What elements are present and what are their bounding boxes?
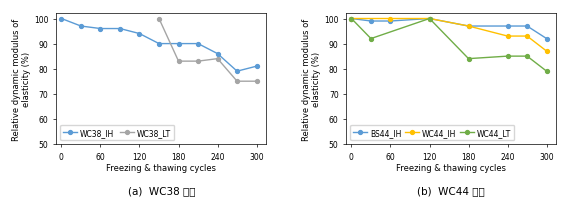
Line: WC44_LT: WC44_LT	[350, 18, 549, 74]
X-axis label: Freezing & thawing cycles: Freezing & thawing cycles	[396, 164, 506, 172]
WC44_LT	[524, 56, 531, 58]
WC38_IH	[78, 26, 84, 28]
BS44_IH	[504, 26, 511, 28]
Legend: WC38_IH, WC38_LT: WC38_IH, WC38_LT	[60, 125, 174, 140]
WC38_IH	[175, 43, 182, 46]
WC38_LT	[156, 18, 162, 21]
WC38_LT	[175, 61, 182, 63]
BS44_IH	[465, 26, 472, 28]
WC38_LT	[214, 58, 221, 61]
WC44_IH	[465, 26, 472, 28]
WC38_LT	[194, 61, 201, 63]
WC44_LT	[465, 58, 472, 61]
X-axis label: Freezing & thawing cycles: Freezing & thawing cycles	[106, 164, 216, 172]
WC38_IH	[136, 33, 143, 36]
WC44_IH	[504, 36, 511, 38]
WC44_LT	[368, 38, 374, 41]
BS44_IH	[387, 21, 394, 23]
WC44_LT	[426, 18, 433, 21]
WC44_IH	[426, 18, 433, 21]
Text: (a)  WC38 배합: (a) WC38 배합	[128, 186, 195, 196]
BS44_IH	[368, 21, 374, 23]
Line: WC38_LT: WC38_LT	[157, 18, 259, 84]
Line: BS44_IH: BS44_IH	[350, 18, 549, 41]
WC44_IH	[387, 18, 394, 21]
WC44_IH	[524, 36, 531, 38]
WC38_IH	[156, 43, 162, 46]
WC44_LT	[504, 56, 511, 58]
BS44_IH	[543, 38, 550, 41]
BS44_IH	[426, 18, 433, 21]
Line: WC44_IH: WC44_IH	[350, 18, 549, 54]
WC44_IH	[348, 18, 355, 21]
WC38_LT	[234, 81, 241, 83]
WC38_LT	[253, 81, 260, 83]
WC38_IH	[234, 71, 241, 73]
WC44_LT	[348, 18, 355, 21]
WC38_IH	[116, 28, 123, 31]
WC38_IH	[58, 18, 65, 21]
WC38_IH	[194, 43, 201, 46]
BS44_IH	[348, 18, 355, 21]
Legend: BS44_IH, WC44_IH, WC44_LT: BS44_IH, WC44_IH, WC44_LT	[350, 125, 514, 140]
WC38_IH	[97, 28, 104, 31]
WC38_IH	[253, 66, 260, 68]
BS44_IH	[524, 26, 531, 28]
Y-axis label: Relative dynamic modulus of
elasticity (%): Relative dynamic modulus of elasticity (…	[302, 19, 321, 140]
Text: (b)  WC44 배합: (b) WC44 배합	[418, 186, 485, 196]
WC44_LT	[543, 71, 550, 73]
Line: WC38_IH: WC38_IH	[60, 18, 259, 74]
Y-axis label: Relative dynamic modulus of
elasticity (%): Relative dynamic modulus of elasticity (…	[12, 19, 31, 140]
WC44_IH	[543, 51, 550, 53]
WC38_IH	[214, 53, 221, 56]
